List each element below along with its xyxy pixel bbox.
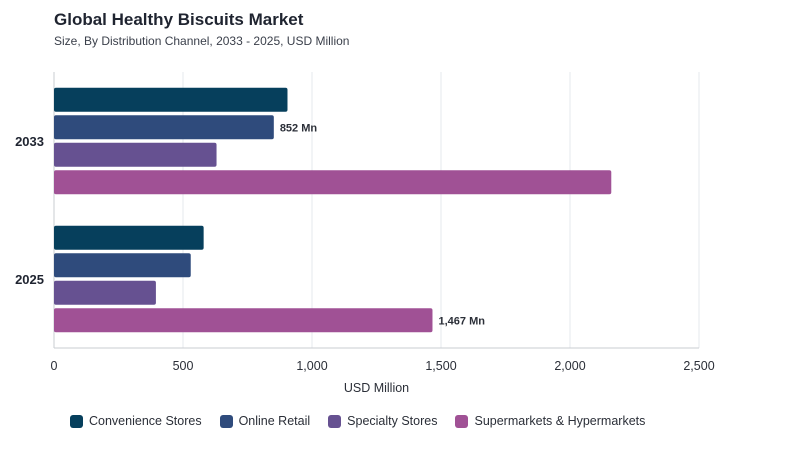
legend-item-online-retail[interactable]: Online Retail — [219, 414, 311, 428]
data-label: 1,467 Mn — [438, 315, 485, 327]
x-tick-label: 1,000 — [296, 359, 327, 373]
legend-item-specialty-stores[interactable]: Specialty Stores — [328, 414, 437, 428]
chart-title: Global Healthy Biscuits Market — [54, 10, 304, 29]
bar — [54, 115, 274, 140]
bar — [54, 253, 191, 278]
legend: Convenience Stores Online Retail Special… — [70, 414, 645, 428]
x-tick-label: 2,500 — [683, 359, 714, 373]
x-tick-label: 2,000 — [554, 359, 585, 373]
x-tick-label: 1,500 — [425, 359, 456, 373]
x-tick-label: 500 — [173, 359, 194, 373]
bar — [54, 170, 612, 195]
legend-swatch — [219, 414, 233, 428]
legend-swatch — [328, 414, 342, 428]
legend-label: Supermarkets & Hypermarkets — [474, 414, 646, 428]
legend-label: Convenience Stores — [89, 414, 202, 428]
legend-swatch — [70, 414, 83, 428]
legend-item-supermarkets-hypermarkets[interactable]: Supermarkets & Hypermarkets — [455, 414, 645, 428]
bar — [54, 87, 288, 112]
legend-label: Online Retail — [238, 414, 311, 428]
chart-subtitle: Size, By Distribution Channel, 2033 - 20… — [54, 34, 350, 48]
category-label: 2033 — [15, 134, 44, 149]
x-axis-label: USD Million — [344, 381, 409, 395]
bar-chart: 0 500 1,000 1,500 2,000 2,500 USD Million 2033 8… — [15, 72, 715, 395]
bar — [54, 225, 204, 250]
legend-item-convenience-stores[interactable]: Convenience Stores — [70, 414, 202, 428]
legend-swatch — [455, 414, 469, 428]
category-label: 2025 — [15, 272, 44, 287]
bar — [54, 280, 156, 305]
legend-label: Specialty Stores — [347, 414, 438, 428]
bar — [54, 308, 433, 333]
x-tick-label: 0 — [51, 359, 58, 373]
bar — [54, 142, 217, 167]
data-label: 852 Mn — [280, 122, 318, 134]
